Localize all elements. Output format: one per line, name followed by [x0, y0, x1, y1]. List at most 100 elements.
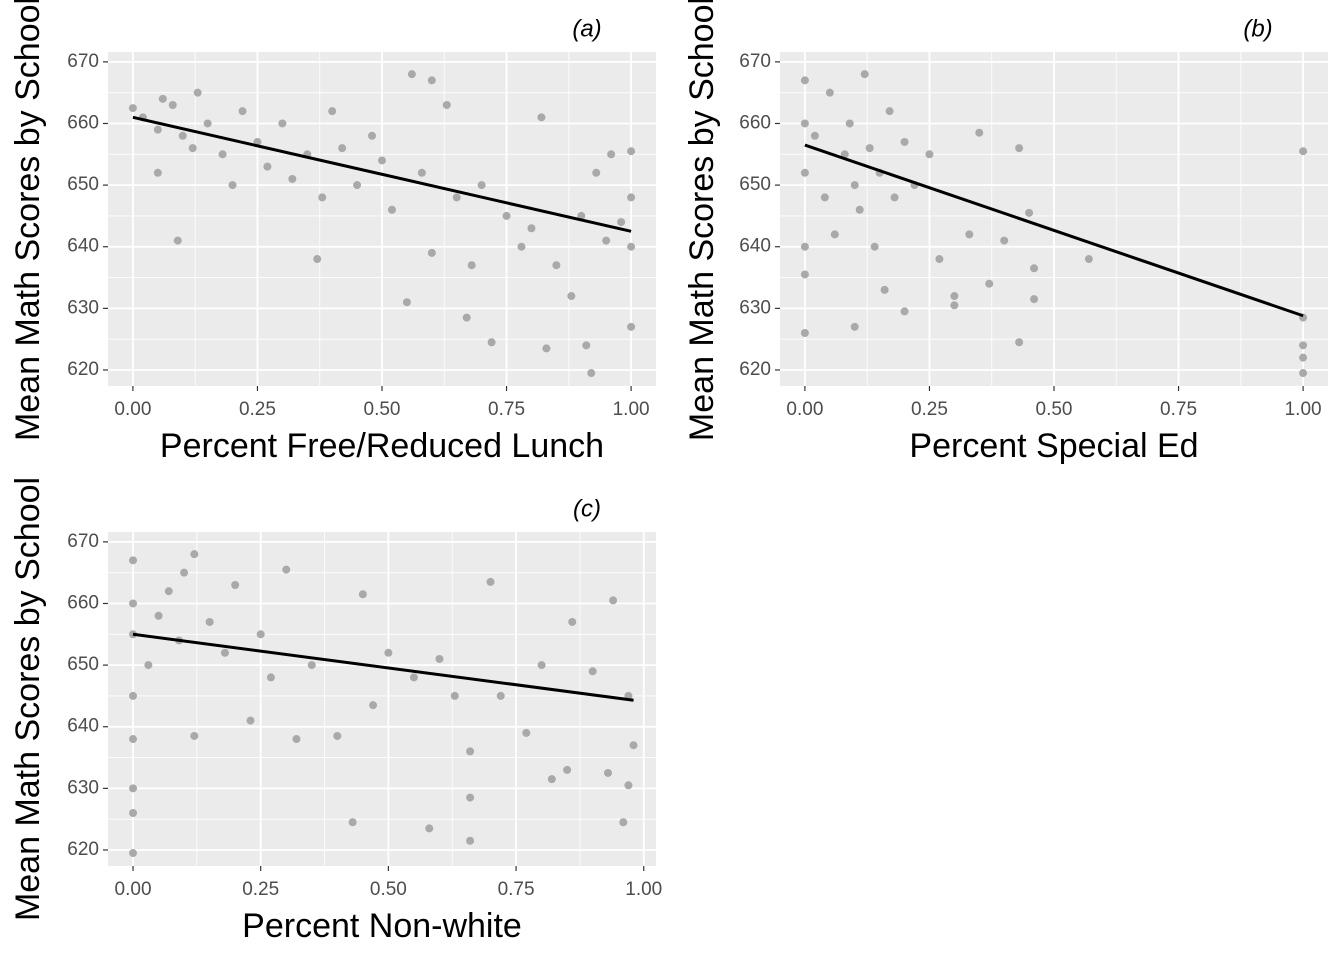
point [925, 150, 934, 159]
point [180, 568, 189, 577]
point [522, 728, 531, 737]
point [402, 298, 411, 307]
point [409, 673, 418, 682]
point [850, 181, 859, 190]
point [542, 344, 551, 353]
point [975, 128, 984, 137]
x-tick-label: 0.00 [114, 399, 151, 420]
point [407, 70, 416, 79]
point [890, 193, 899, 202]
point [203, 119, 212, 128]
point [1299, 369, 1308, 378]
point [950, 292, 959, 301]
point [427, 248, 436, 257]
point [190, 550, 199, 559]
point [278, 119, 287, 128]
point [563, 765, 572, 774]
plot-background [108, 532, 656, 866]
point [1299, 353, 1308, 362]
point [502, 211, 511, 220]
point [552, 261, 561, 270]
point [1025, 208, 1034, 217]
point [537, 661, 546, 670]
y-axis-title: Mean Math Scores by School [9, 477, 47, 921]
point [885, 107, 894, 116]
point [442, 100, 451, 109]
point [800, 76, 809, 85]
x-tick-label: 0.25 [239, 399, 276, 420]
y-tick-label: 650 [739, 174, 771, 195]
point [164, 587, 173, 596]
point [1084, 255, 1093, 264]
point [800, 329, 809, 338]
point [825, 88, 834, 97]
point [1015, 144, 1024, 153]
point [627, 322, 636, 331]
point [144, 661, 153, 670]
point [1030, 295, 1039, 304]
point [153, 125, 162, 134]
point [318, 193, 327, 202]
point [435, 654, 444, 663]
point [624, 781, 633, 790]
point [218, 150, 227, 159]
panel: 620 630 640 650 660 670 0.00 0.25 0.50 0.75 1.00 (c… [9, 477, 662, 945]
y-tick-label: 650 [67, 654, 99, 675]
point [333, 731, 342, 740]
x-tick-label: 0.50 [370, 879, 407, 900]
x-tick-label: 0.00 [786, 399, 823, 420]
point [800, 119, 809, 128]
point [313, 255, 322, 264]
point [577, 211, 586, 220]
point [965, 230, 974, 239]
y-tick-label: 620 [67, 359, 99, 380]
fit-line [132, 632, 634, 702]
point [129, 809, 138, 818]
y-tick-label: 660 [67, 592, 99, 613]
point [527, 224, 536, 233]
point [619, 818, 628, 827]
point [1015, 338, 1024, 347]
x-axis-title: Percent Non-white [242, 907, 522, 945]
y-tick-label: 670 [739, 51, 771, 72]
point [567, 292, 576, 301]
point [860, 70, 869, 79]
x-tick-label: 1.00 [625, 879, 662, 900]
point [368, 131, 377, 140]
point [358, 590, 367, 599]
point [627, 242, 636, 251]
point [587, 369, 596, 378]
point [588, 667, 597, 676]
x-tick-label: 0.75 [488, 399, 525, 420]
point [190, 731, 199, 740]
point [378, 156, 386, 165]
x-tick-label: 1.00 [1285, 399, 1322, 420]
point [477, 181, 486, 190]
panel-title: (c) [573, 495, 601, 522]
point [425, 824, 434, 833]
point [830, 230, 839, 239]
point [288, 174, 297, 183]
point [855, 205, 864, 214]
y-tick-label: 640 [67, 716, 99, 737]
point [266, 673, 275, 682]
point [353, 181, 362, 190]
point [609, 596, 618, 605]
y-tick-label: 630 [739, 297, 771, 318]
point [607, 150, 616, 159]
point [238, 107, 247, 116]
point [629, 741, 638, 750]
point [617, 218, 626, 227]
y-axis-title: Mean Math Scores by School [9, 0, 47, 441]
point [129, 735, 138, 744]
point [178, 131, 187, 140]
point [900, 137, 909, 146]
point [865, 144, 874, 153]
point [128, 104, 137, 113]
point [935, 255, 944, 264]
point [800, 168, 809, 177]
point [466, 747, 475, 756]
x-tick-label: 0.25 [911, 399, 948, 420]
point [452, 193, 461, 202]
point [466, 836, 475, 845]
